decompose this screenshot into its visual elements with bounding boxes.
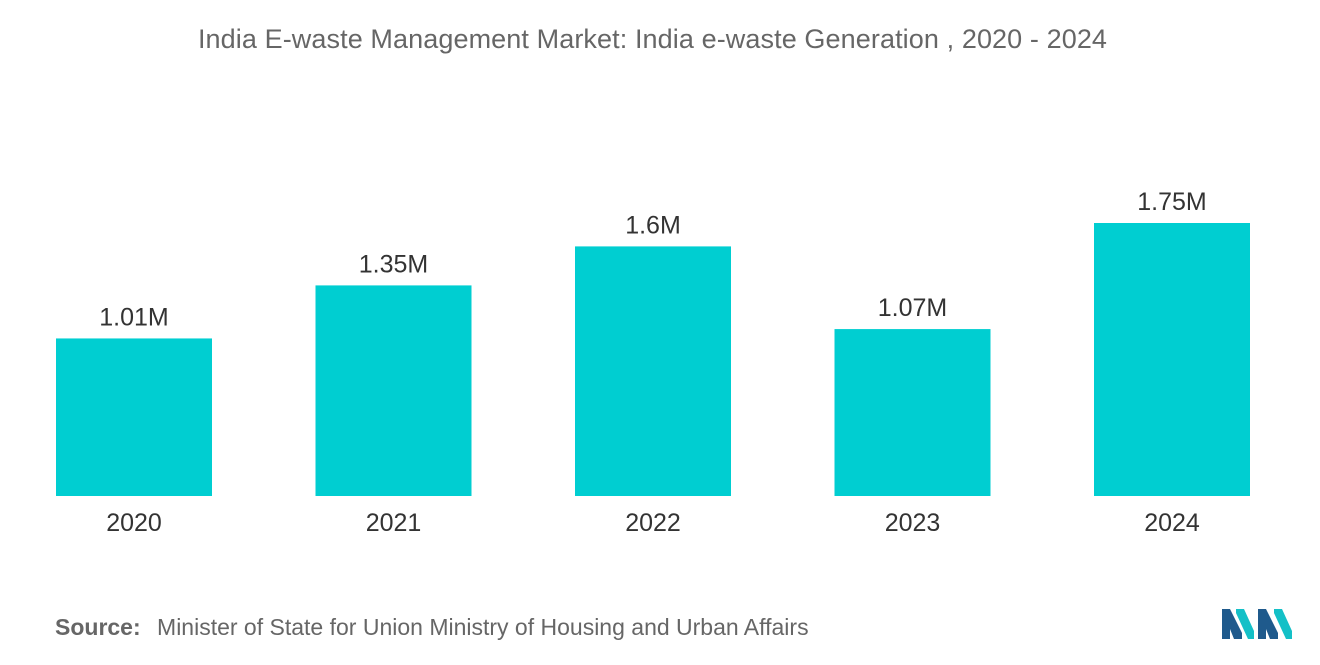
bar-2023 <box>834 329 991 496</box>
bar-2022 <box>575 246 731 496</box>
bar-2021 <box>315 285 472 496</box>
category-label-2023: 2023 <box>885 509 941 537</box>
category-label-2020: 2020 <box>106 509 162 537</box>
value-label-2020: 1.01M <box>99 303 168 331</box>
value-label-2024: 1.75M <box>1137 188 1206 216</box>
bar-2020 <box>56 338 212 496</box>
mordor-logo-icon <box>1222 609 1292 639</box>
source-note: Source: Minister of State for Union Mini… <box>55 614 809 641</box>
value-label-2022: 1.6M <box>625 211 681 239</box>
bar-2024 <box>1094 223 1250 496</box>
category-label-2021: 2021 <box>366 509 422 537</box>
source-label: Source: <box>55 614 141 640</box>
category-label-2024: 2024 <box>1144 509 1200 537</box>
chart-title: India E-waste Management Market: India e… <box>197 24 1108 54</box>
source-text: Minister of State for Union Ministry of … <box>157 614 809 640</box>
value-label-2023: 1.07M <box>878 294 947 322</box>
value-label-2021: 1.35M <box>359 250 428 278</box>
category-label-2022: 2022 <box>625 509 681 537</box>
